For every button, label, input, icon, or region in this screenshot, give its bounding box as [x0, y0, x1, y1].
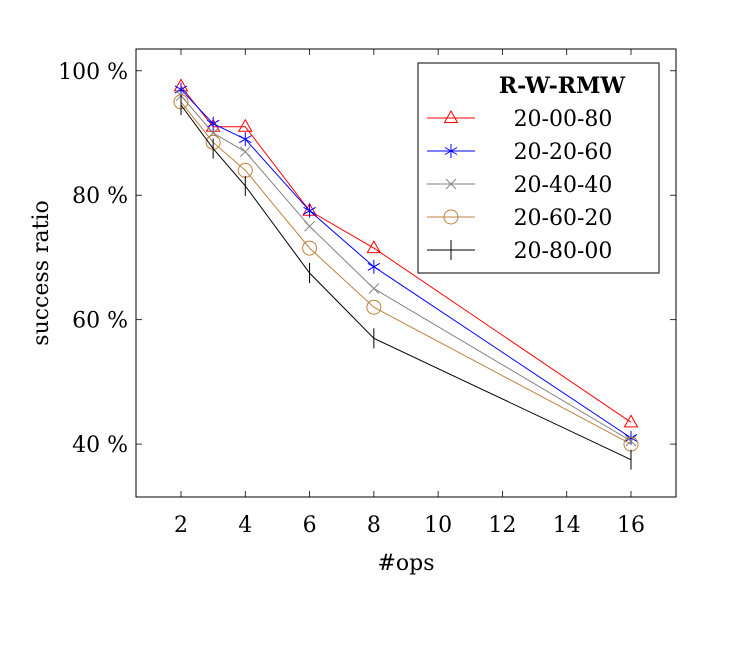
- series-layer: [173, 78, 639, 470]
- cross-marker: [239, 146, 251, 158]
- cross-stroke: [445, 178, 457, 190]
- legend-label: 20-00-80: [514, 107, 613, 132]
- legend-label: 20-60-20: [514, 206, 613, 231]
- cross-marker: [368, 283, 380, 294]
- series-20-60-20: [173, 94, 639, 452]
- legend-box: [417, 62, 660, 274]
- asterisk-stroke: [367, 262, 381, 271]
- asterisk-marker: [206, 116, 220, 131]
- series-line: [180, 104, 632, 461]
- series-20-20-60: [174, 82, 638, 445]
- y-tick-label: 80 %: [72, 184, 128, 209]
- cross-stroke: [368, 283, 380, 294]
- y-tick-label: 100 %: [58, 60, 128, 85]
- series-line: [180, 89, 632, 439]
- legend-entry: 20-40-40: [427, 173, 612, 198]
- y-tick-label: 40 %: [72, 433, 128, 458]
- cross-marker: [445, 178, 457, 190]
- asterisk-stroke: [238, 135, 252, 144]
- y-tick-labels: 40 % 60 % 80 % 100 %: [58, 60, 128, 458]
- cross-stroke: [304, 220, 315, 232]
- asterisk-marker: [238, 132, 252, 147]
- legend-label: 20-40-40: [514, 173, 613, 198]
- legend-entry: 20-60-20: [427, 206, 612, 231]
- plot-frame: [135, 48, 677, 498]
- tick-marks: [136, 49, 676, 497]
- asterisk-stroke: [444, 147, 458, 155]
- triangle-marker: [623, 414, 639, 428]
- asterisk-marker: [624, 430, 638, 445]
- legend-entry: 20-80-00: [427, 239, 612, 264]
- legend-label: 20-20-60: [514, 140, 613, 165]
- x-tick-label: 10: [424, 513, 452, 538]
- asterisk-stroke: [624, 433, 638, 442]
- triangle-marker: [366, 240, 382, 254]
- x-tick-label: 8: [367, 513, 381, 538]
- series-line: [180, 101, 632, 445]
- x-tick-label: 2: [174, 513, 188, 538]
- cross-stroke: [239, 146, 251, 158]
- legend-entries: 20-00-80 20-20-60 20-40-40 20-60-20 20-80-00: [427, 107, 612, 264]
- legend: R-W-RMW 20-00-80 20-20-60 20-40-40 20-60-20…: [417, 62, 660, 274]
- triangle-marker: [237, 118, 253, 132]
- series-20-80-00: [180, 95, 632, 470]
- cross-marker: [304, 220, 315, 232]
- x-tick-label: 12: [488, 513, 516, 538]
- x-tick-label: 4: [238, 513, 252, 538]
- legend-entry: 20-00-80: [427, 107, 612, 132]
- y-axis-label: success ratio: [29, 200, 54, 345]
- legend-label: 20-80-00: [514, 239, 613, 264]
- circle-marker: [443, 209, 459, 225]
- x-tick-label: 14: [553, 513, 581, 538]
- series-line: [180, 95, 632, 442]
- legend-entry: 20-20-60: [427, 140, 612, 165]
- x-tick-labels: 2 4 6 8 10 12 14 16: [174, 513, 645, 538]
- circle-marker: [366, 299, 382, 315]
- x-tick-label: 16: [617, 513, 645, 538]
- x-axis-label: #ops: [377, 551, 434, 576]
- asterisk-stroke: [206, 119, 220, 128]
- circle-marker: [302, 240, 318, 256]
- y-tick-label: 60 %: [72, 309, 128, 334]
- asterisk-marker: [303, 203, 316, 218]
- legend-title: R-W-RMW: [499, 73, 625, 99]
- x-tick-label: 6: [303, 513, 317, 538]
- triangle-marker: [443, 109, 459, 123]
- asterisk-marker: [367, 259, 381, 274]
- asterisk-stroke: [303, 206, 316, 215]
- asterisk-marker: [444, 144, 458, 158]
